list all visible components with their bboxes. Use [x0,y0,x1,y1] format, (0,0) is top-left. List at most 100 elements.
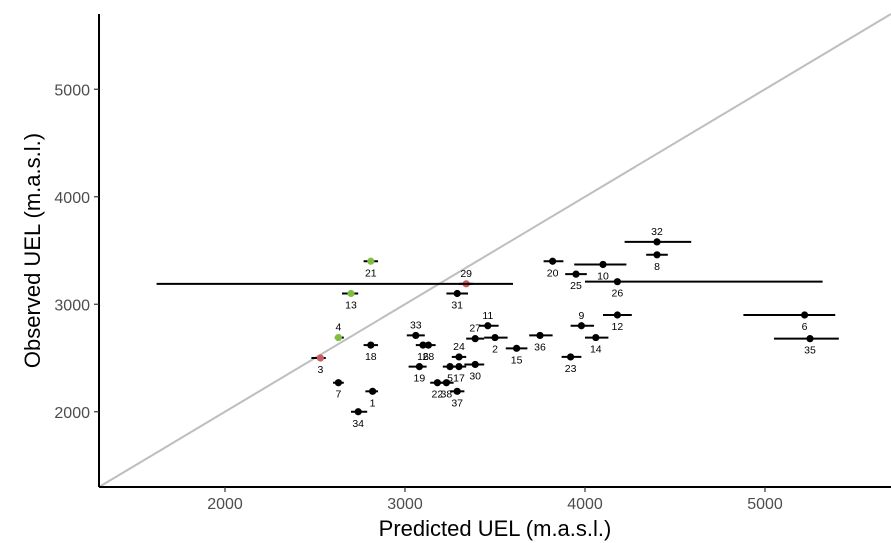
point-label: 22 [432,389,444,401]
data-point-27: 27 [466,323,485,343]
point-marker [354,408,362,416]
point-label: 20 [547,267,559,279]
data-point-9: 9 [570,310,594,330]
data-point-32: 32 [624,226,692,246]
data-point-7: 7 [333,379,344,401]
point-label: 19 [414,373,426,385]
point-marker [806,335,814,343]
x-tick-label: 4000 [567,496,603,513]
data-point-13: 13 [342,289,359,312]
data-point-1: 1 [365,387,378,409]
data-point-17: 17 [451,363,467,385]
point-label: 16 [417,351,429,363]
point-marker [653,251,661,259]
data-point-20: 20 [543,257,564,279]
point-label: 28 [423,351,435,363]
point-label: 33 [410,319,422,331]
x-axis-title: Predicted UEL (m.a.s.l.) [379,516,612,541]
point-label: 12 [612,321,624,333]
point-marker [433,379,441,387]
x-tick-label: 3000 [387,496,423,513]
point-marker [455,353,463,361]
point-marker [415,363,423,371]
point-label: 31 [451,300,463,312]
point-marker [412,331,420,340]
data-point-30: 30 [464,360,485,382]
point-label: 34 [352,418,364,430]
point-label: 27 [469,323,481,335]
point-label: 17 [453,373,465,385]
point-marker [653,238,661,246]
point-label: 1 [370,397,376,409]
point-label: 7 [335,389,341,401]
point-label: 32 [651,226,663,238]
point-marker [592,333,600,342]
point-marker [455,363,463,371]
y-tick-label: 4000 [54,190,90,207]
data-point-6: 6 [743,311,836,333]
point-label: 9 [578,310,584,322]
point-marker [484,322,492,330]
data-point-25: 25 [565,270,587,292]
ticks-layer: 2000 3000 4000 5000 2000 3000 4000 5000 [54,82,782,513]
point-marker [424,341,432,349]
point-label: 37 [451,397,463,409]
x-tick-label: 5000 [747,496,783,513]
point-label: 13 [345,300,357,312]
data-point-3: 3 [311,354,326,376]
data-point-38: 38 [439,379,454,401]
point-marker [471,360,479,369]
point-marker [513,344,521,352]
data-point-36: 36 [529,331,553,353]
data-point-19: 19 [408,363,427,385]
point-label: 18 [365,351,377,363]
data-point-23: 23 [561,353,582,375]
point-marker [567,353,575,361]
data-point-21: 21 [363,257,378,279]
data-point-37: 37 [450,387,465,409]
data-point-4: 4 [334,322,344,342]
point-label: 21 [365,267,377,279]
point-label: 35 [804,345,816,357]
point-marker [334,379,342,387]
point-label: 24 [453,341,465,353]
data-point-35: 35 [774,335,839,357]
plot-layer: 1234567891011121314151617181920212223242… [98,13,891,488]
data-point-12: 12 [603,311,632,333]
y-tick-label: 3000 [54,297,90,314]
data-point-24: 24 [451,341,467,361]
point-marker [446,363,454,371]
point-label: 30 [469,370,481,382]
point-label: 38 [441,389,453,401]
point-marker [316,354,324,362]
point-marker [801,311,809,319]
data-point-2: 2 [484,333,508,356]
point-label: 2 [492,344,498,356]
data-point-11: 11 [478,310,499,330]
point-marker [367,257,375,265]
point-label: 5 [447,373,453,385]
point-label: 11 [482,310,493,322]
point-label: 25 [570,280,582,292]
data-point-34: 34 [351,408,368,430]
point-marker [367,341,375,349]
point-label: 10 [597,270,609,282]
point-label: 14 [590,344,602,356]
point-label: 36 [534,341,546,353]
point-marker [491,333,499,342]
data-point-10: 10 [574,260,627,282]
point-marker [442,379,450,387]
data-point-14: 14 [585,333,609,356]
point-marker [453,387,461,395]
data-point-31: 31 [446,289,468,312]
data-point-18: 18 [363,341,378,363]
data-point-26: 26 [585,278,823,300]
point-label: 23 [565,363,577,375]
point-label: 6 [802,321,808,333]
data-point-8: 8 [646,251,668,273]
point-marker [613,311,622,319]
x-tick-label: 2000 [207,496,243,513]
y-axis-title: Observed UEL (m.a.s.l.) [20,133,45,368]
point-marker [471,335,479,343]
